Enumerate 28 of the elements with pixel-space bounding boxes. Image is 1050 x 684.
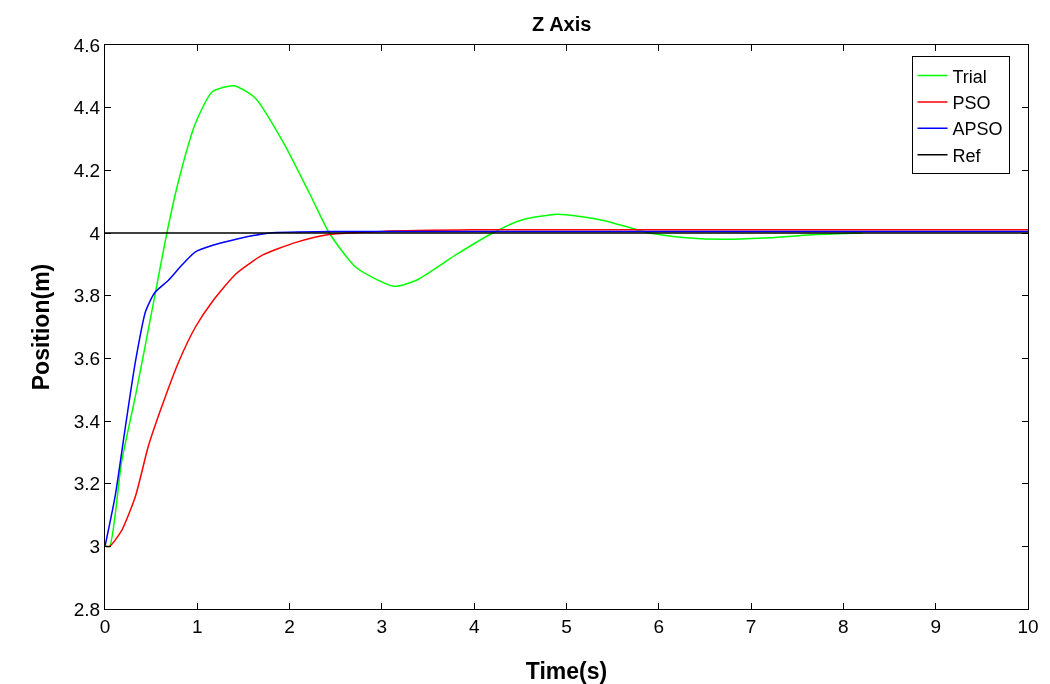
y-tick-label: 3.8 <box>73 285 101 307</box>
x-tick-label: 2 <box>284 615 295 637</box>
x-tick-label: 10 <box>1017 615 1039 637</box>
y-tick-label: 4 <box>89 222 101 244</box>
legend-label: Trial <box>952 66 987 87</box>
x-tick-label: 0 <box>99 615 111 637</box>
x-tick-label: 6 <box>653 615 665 637</box>
x-tick-label: 1 <box>192 615 203 637</box>
x-tick-label: 9 <box>930 615 941 637</box>
x-tick-label: 7 <box>745 615 757 637</box>
y-axis-title: Position(m) <box>28 263 54 391</box>
y-tick-label: 4.4 <box>73 97 101 119</box>
y-tick-label: 4.2 <box>73 159 101 181</box>
y-tick-label: 4.6 <box>73 34 101 56</box>
y-tick-label: 2.8 <box>73 598 101 620</box>
legend-label: Ref <box>952 145 982 166</box>
legend-label: APSO <box>952 119 1003 140</box>
y-tick-label: 3.4 <box>73 410 101 432</box>
x-tick-label: 5 <box>561 615 572 637</box>
x-tick-label: 4 <box>468 615 480 637</box>
y-tick-label: 3 <box>89 535 101 557</box>
x-tick-label: 8 <box>838 615 849 637</box>
y-tick-label: 3.2 <box>73 473 101 495</box>
legend-label: PSO <box>952 92 991 113</box>
x-tick-label: 3 <box>376 615 388 637</box>
x-axis-title: Time(s) <box>525 658 608 684</box>
y-tick-label: 3.6 <box>73 347 101 369</box>
chart-title: Z Axis <box>532 13 592 36</box>
